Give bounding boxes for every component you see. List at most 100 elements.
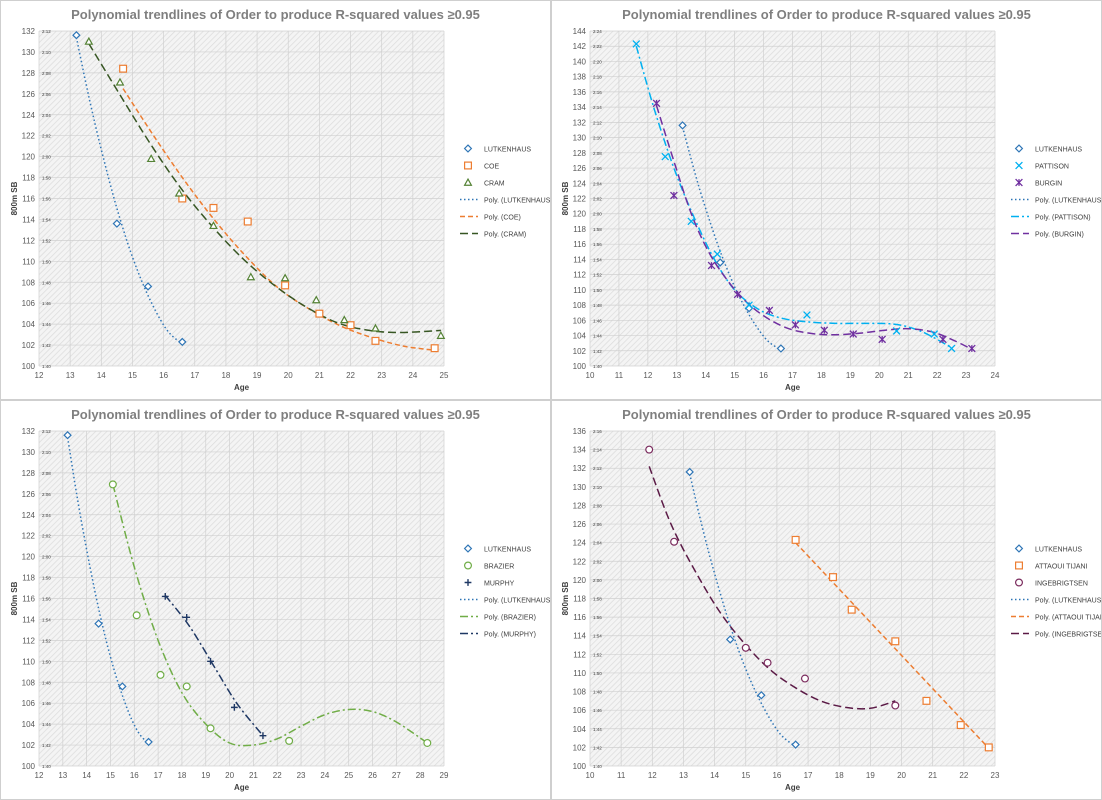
y-time-label: 2:12 xyxy=(593,466,602,471)
x-tick-label: 14 xyxy=(701,371,710,380)
trendline xyxy=(648,466,896,710)
x-tick-label: 20 xyxy=(284,371,293,380)
x-tick-label: 25 xyxy=(344,771,353,780)
y-time-label: 1:44 xyxy=(593,334,602,339)
y-time-label: 2:04 xyxy=(593,181,602,186)
legend-marker xyxy=(464,579,472,586)
chart-title: Polynomial trendlines of Order to produc… xyxy=(71,7,480,22)
x-tick-label: 17 xyxy=(804,771,813,780)
trendline xyxy=(655,105,973,350)
x-tick-label: 11 xyxy=(615,371,624,380)
legend-label: ATTAOUI TIJANI xyxy=(1035,564,1088,571)
x-tick-label: 15 xyxy=(106,771,115,780)
y-tick-label: 128 xyxy=(573,501,587,510)
chart-plot: 10 11 12 13 14 15 16 17 18 19 20 21 22 23 100 1:40 102 1:… xyxy=(561,427,1101,792)
legend-label: LUTKENHAUS xyxy=(1035,547,1082,554)
y-tick-label: 128 xyxy=(22,69,36,78)
y-tick-label: 132 xyxy=(22,27,36,36)
legend-marker xyxy=(463,144,473,153)
data-point xyxy=(132,611,141,620)
y-time-label: 2:14 xyxy=(593,448,602,453)
y-time-label: 2:08 xyxy=(42,471,51,476)
y-tick-label: 110 xyxy=(22,657,35,666)
y-tick-label: 106 xyxy=(22,299,36,308)
y-time-label: 1:40 xyxy=(42,364,51,369)
data-point xyxy=(776,344,786,353)
y-time-label: 1:58 xyxy=(42,176,51,181)
y-tick-label: 128 xyxy=(573,149,587,158)
y-tick-label: 104 xyxy=(573,725,587,734)
y-time-label: 2:06 xyxy=(593,166,602,171)
data-point xyxy=(713,250,722,258)
y-time-label: 2:22 xyxy=(593,44,602,49)
data-point xyxy=(939,335,947,344)
x-tick-label: 20 xyxy=(897,771,906,780)
data-point xyxy=(311,295,321,304)
trendline xyxy=(122,88,435,352)
y-tick-label: 100 xyxy=(573,762,587,771)
y-time-label: 1:50 xyxy=(593,671,602,676)
y-time-label: 2:12 xyxy=(593,120,602,125)
data-point xyxy=(670,537,679,546)
y-time-label: 2:12 xyxy=(42,429,51,434)
y-time-label: 2:06 xyxy=(42,92,51,97)
y-time-label: 1:52 xyxy=(593,652,602,657)
y-tick-label: 120 xyxy=(573,576,587,585)
chart-plot: 10 11 12 13 14 15 16 17 18 19 20 21 22 23 24 100 1:40 102… xyxy=(561,27,1101,392)
y-time-label: 2:10 xyxy=(593,136,602,141)
data-point xyxy=(765,306,774,315)
legend-label: Poly. (LUTKENHAUS) xyxy=(1035,598,1101,605)
x-tick-label: 17 xyxy=(788,371,797,380)
data-point xyxy=(207,657,214,665)
data-point xyxy=(346,321,355,330)
y-time-label: 2:08 xyxy=(42,71,51,76)
data-point xyxy=(891,637,900,646)
y-tick-label: 142 xyxy=(573,42,587,51)
x-tick-label: 13 xyxy=(672,371,681,380)
y-time-label: 1:56 xyxy=(42,597,51,602)
x-tick-label: 21 xyxy=(904,371,913,380)
data-point xyxy=(115,77,125,86)
y-time-label: 1:58 xyxy=(42,576,51,581)
y-time-label: 1:46 xyxy=(593,318,602,323)
legend-marker xyxy=(1014,144,1024,153)
x-axis-title: Age xyxy=(234,383,250,392)
y-tick-label: 108 xyxy=(22,678,36,687)
y-time-label: 2:18 xyxy=(593,75,602,80)
y-time-label: 2:02 xyxy=(42,134,51,139)
x-tick-label: 12 xyxy=(643,371,652,380)
data-point xyxy=(849,330,858,338)
x-tick-label: 20 xyxy=(225,771,234,780)
data-point xyxy=(112,219,122,228)
legend-label: LUTKENHAUS xyxy=(1035,147,1082,154)
y-time-label: 2:06 xyxy=(593,522,602,527)
x-tick-label: 24 xyxy=(320,771,329,780)
x-tick-label: 18 xyxy=(817,371,826,380)
data-point xyxy=(108,480,117,489)
y-tick-label: 116 xyxy=(573,613,586,622)
data-point xyxy=(436,331,446,339)
y-time-label: 2:02 xyxy=(42,534,51,539)
legend-marker xyxy=(1015,161,1023,170)
y-time-label: 2:00 xyxy=(42,155,51,160)
legend-label: BURGIN xyxy=(1035,181,1062,188)
data-point xyxy=(72,30,81,40)
y-tick-label: 112 xyxy=(22,636,35,645)
y-tick-label: 124 xyxy=(22,511,36,520)
y-tick-label: 108 xyxy=(573,301,587,310)
legend-label: COE xyxy=(484,164,500,171)
y-tick-label: 114 xyxy=(573,632,586,641)
x-tick-label: 13 xyxy=(58,771,67,780)
y-tick-label: 102 xyxy=(573,743,587,752)
y-time-label: 2:10 xyxy=(42,50,51,55)
data-point xyxy=(144,737,153,747)
chart-panel-pattison-burgin: Polynomial trendlines of Order to produc… xyxy=(551,0,1102,400)
y-tick-label: 104 xyxy=(573,332,587,341)
x-tick-label: 22 xyxy=(273,771,282,780)
legend-label: Poly. (MURPHY) xyxy=(484,632,536,639)
y-tick-label: 106 xyxy=(573,316,587,325)
data-point xyxy=(315,309,324,318)
y-time-label: 2:14 xyxy=(593,105,602,110)
y-tick-label: 118 xyxy=(573,595,586,604)
y-tick-label: 102 xyxy=(22,341,36,350)
